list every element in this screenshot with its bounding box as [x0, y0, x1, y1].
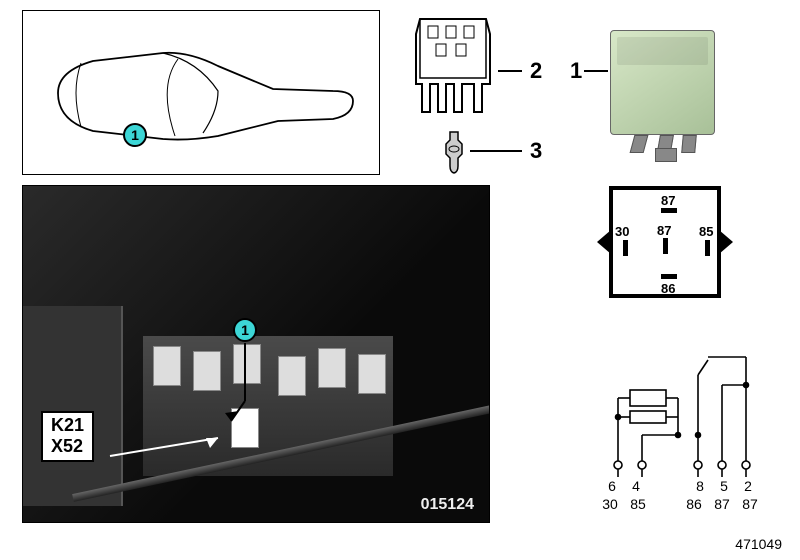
pin-slot-87a	[661, 208, 677, 213]
label-arrow	[108, 436, 238, 476]
marker-arrow	[153, 341, 253, 431]
car-outline	[43, 41, 361, 146]
term-r2-3: 87	[708, 496, 736, 512]
engine-block	[23, 306, 123, 506]
leader-line-relay	[584, 70, 608, 72]
pin-label-center: 87	[657, 223, 671, 238]
pin-label-right: 85	[699, 224, 713, 239]
callout-socket: 2	[530, 58, 542, 84]
pinout-box: 87 30 87 85 86	[609, 186, 721, 298]
marker-label: 1	[131, 127, 139, 143]
term-r2-0: 30	[596, 496, 624, 512]
term-r1-1: 4	[624, 478, 648, 494]
circuit-diagram	[600, 335, 760, 495]
photo-marker: 1	[233, 318, 257, 342]
photo-id: 015124	[421, 496, 474, 514]
callout-pin: 3	[530, 138, 542, 164]
relay-socket	[408, 14, 498, 122]
pin-label-left: 30	[615, 224, 629, 239]
connector-4	[278, 356, 306, 396]
callout-relay: 1	[570, 58, 582, 84]
leader-line-pin	[470, 150, 522, 152]
relay-pin-3	[681, 135, 697, 153]
label-x52: X52	[51, 436, 84, 458]
connector-6	[358, 354, 386, 394]
term-r2-2: 86	[680, 496, 708, 512]
pin-slot-86	[661, 274, 677, 279]
photo-background	[23, 186, 489, 522]
term-r1-0: 6	[600, 478, 624, 494]
term-r1-4: 2	[736, 478, 760, 494]
pin-label-bottom: 86	[661, 281, 675, 296]
car-location-marker: 1	[123, 123, 147, 147]
term-r2-4: 87	[736, 496, 764, 512]
terminal-row-2: 30 85 86 87 87	[596, 496, 776, 512]
pin-slot-85	[705, 240, 710, 256]
term-r1-3: 5	[712, 478, 736, 494]
relay-pin-4	[655, 148, 677, 162]
pin-slot-87	[663, 238, 668, 254]
label-k21: K21	[51, 415, 84, 437]
pinout-tab-right	[719, 230, 733, 254]
relay-top-label	[617, 37, 708, 65]
pinout-diagram: 87 30 87 85 86	[600, 182, 730, 302]
location-label: K21 X52	[41, 411, 94, 462]
image-id: 471049	[735, 536, 782, 552]
pin-slot-30	[623, 240, 628, 256]
relay-component	[610, 30, 715, 135]
relay-pin-1	[630, 135, 649, 153]
term-r2-1: 85	[624, 496, 652, 512]
photo-marker-label: 1	[241, 322, 249, 338]
car-location-panel: 1	[22, 10, 380, 175]
leader-line-socket	[498, 70, 522, 72]
pin-holder	[440, 130, 468, 175]
engine-bay-photo: 1 K21 X52 015124	[22, 185, 490, 523]
terminal-row-1: 6 4 8 5 2	[600, 478, 770, 494]
term-r1-2: 8	[688, 478, 712, 494]
pin-label-top: 87	[661, 193, 675, 208]
connector-5	[318, 348, 346, 388]
